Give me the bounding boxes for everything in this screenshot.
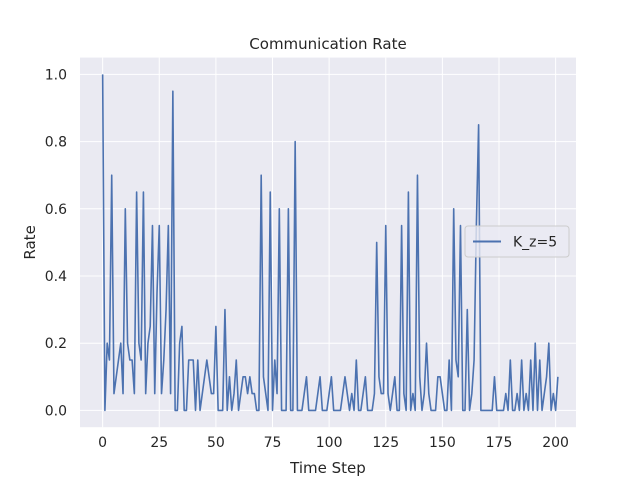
y-axis: 0.0 0.2 0.4 0.6 0.8 1.0 <box>45 67 67 419</box>
series-line-0 <box>101 74 559 412</box>
x-tick-label: 75 <box>264 435 282 451</box>
x-tick-label: 25 <box>150 435 168 451</box>
x-tick-label: 200 <box>542 435 569 451</box>
y-axis-label: Rate <box>21 225 39 259</box>
legend-box <box>464 225 570 258</box>
x-tick-label: 125 <box>372 435 399 451</box>
legend-label: K_z=5 <box>513 235 557 251</box>
x-axis-label: Time Step <box>289 459 366 477</box>
x-tick-label: 150 <box>429 435 456 451</box>
x-tick-label: 50 <box>207 435 225 451</box>
y-tick-label: 0.2 <box>45 336 67 352</box>
x-tick-label: 0 <box>98 435 107 451</box>
y-tick-label: 0.4 <box>45 269 67 285</box>
x-axis: 0 25 50 75 100 125 150 175 200 <box>98 435 569 451</box>
x-tick-label: 100 <box>316 435 343 451</box>
chart-title: Communication Rate <box>249 35 406 53</box>
y-tick-label: 0.0 <box>45 403 67 419</box>
y-tick-label: 0.8 <box>45 135 67 151</box>
y-tick-label: 0.6 <box>45 202 67 218</box>
legend: K_z=5 <box>464 225 570 258</box>
y-tick-label: 1.0 <box>45 67 67 83</box>
series-layer <box>101 74 559 412</box>
x-tick-label: 175 <box>486 435 513 451</box>
